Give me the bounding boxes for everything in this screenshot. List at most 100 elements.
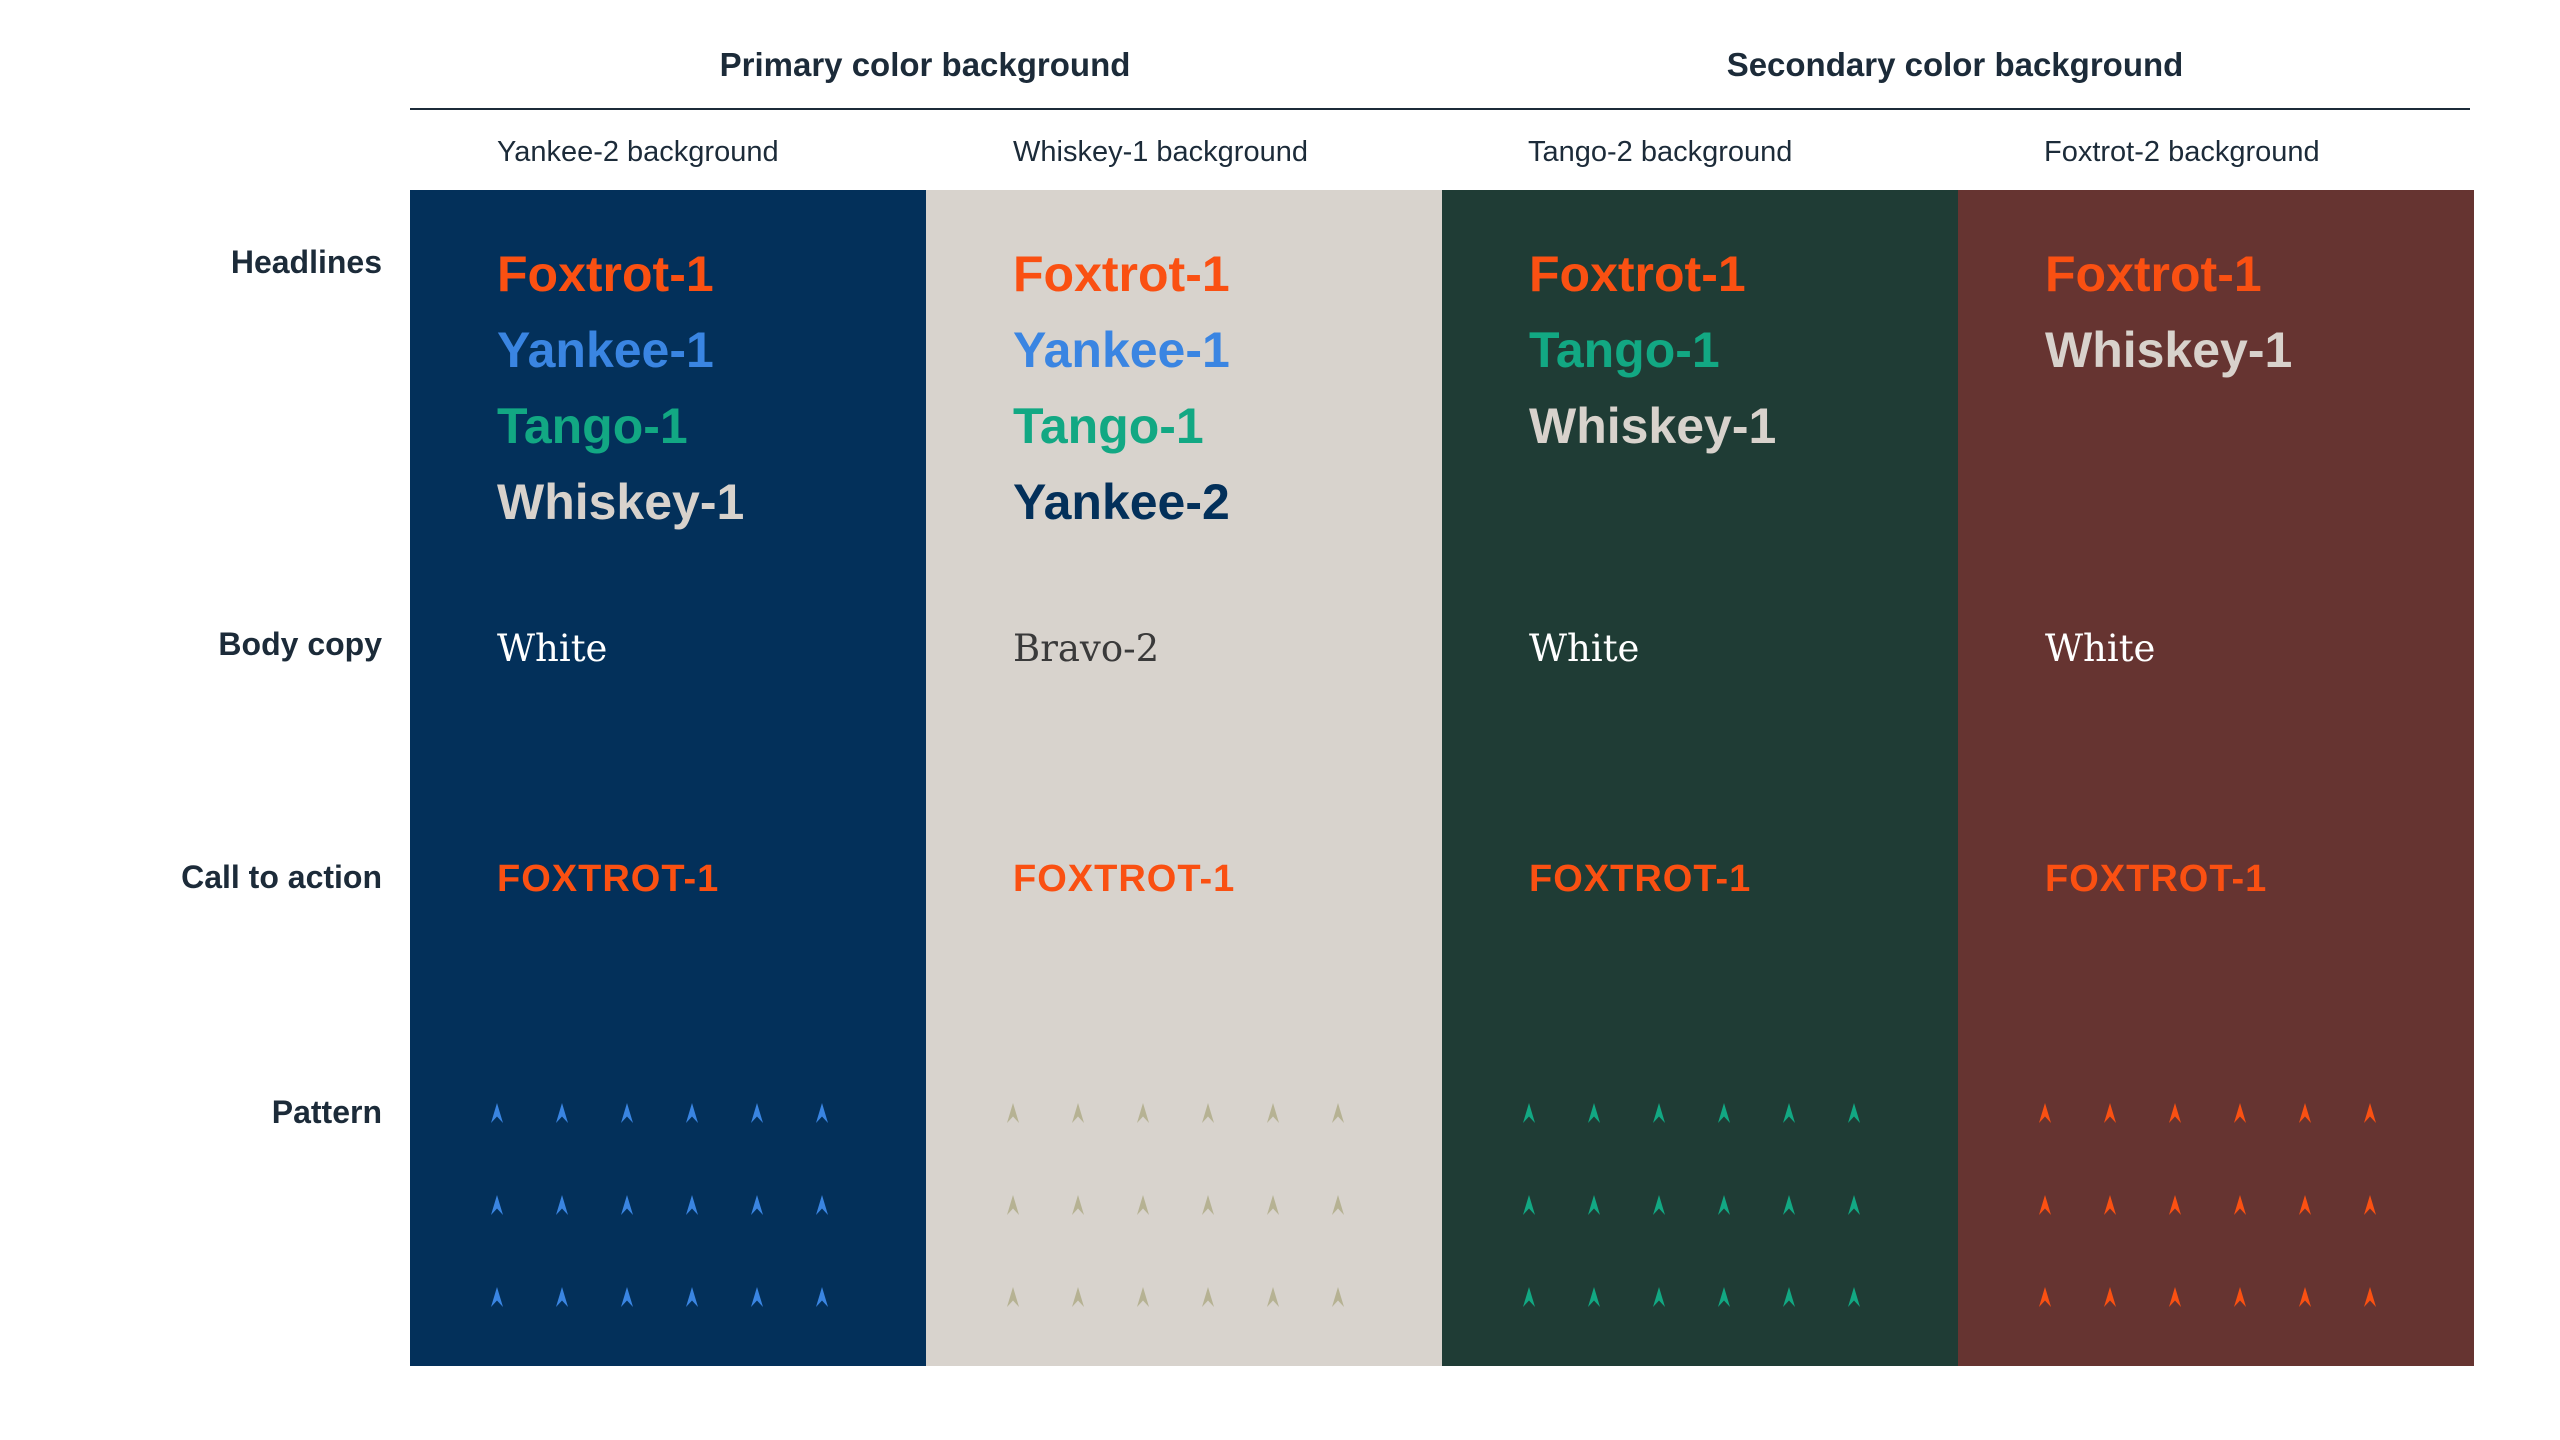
arrow-up-icon xyxy=(2104,1195,2116,1215)
call-to-action-sample: FOXTROT-1 xyxy=(1529,858,1752,900)
arrow-up-icon xyxy=(1007,1195,1019,1215)
arrow-up-icon xyxy=(1332,1287,1344,1307)
arrow-up-icon xyxy=(751,1103,763,1123)
arrow-up-icon xyxy=(621,1287,633,1307)
call-to-action-sample: FOXTROT-1 xyxy=(497,858,720,900)
headline-sample: Tango-1 xyxy=(1013,398,1204,454)
arrow-up-icon xyxy=(2299,1103,2311,1123)
call-to-action-sample: FOXTROT-1 xyxy=(2045,858,2268,900)
headline-list: Foxtrot-1 Whiskey-1 xyxy=(2045,236,2292,388)
arrow-up-icon xyxy=(1588,1103,1600,1123)
headline-sample: Yankee-1 xyxy=(497,322,714,378)
color-panel-yankee-2: Foxtrot-1 Yankee-1 Tango-1 Whiskey-1 White … xyxy=(410,190,926,1366)
headline-sample: Foxtrot-1 xyxy=(1529,246,1746,302)
arrow-up-icon xyxy=(2364,1103,2376,1123)
arrow-up-icon xyxy=(2039,1195,2051,1215)
headline-sample: Tango-1 xyxy=(1529,322,1720,378)
arrow-up-icon xyxy=(2299,1287,2311,1307)
arrow-up-icon xyxy=(1718,1195,1730,1215)
arrow-up-icon xyxy=(491,1195,503,1215)
headline-sample: Whiskey-1 xyxy=(2045,322,2293,378)
pattern-grid xyxy=(1006,1102,1406,1378)
body-copy-sample: White xyxy=(497,627,608,670)
arrow-up-icon xyxy=(2364,1287,2376,1307)
arrow-up-icon xyxy=(1202,1287,1214,1307)
arrow-up-icon xyxy=(1523,1287,1535,1307)
arrow-up-icon xyxy=(816,1195,828,1215)
arrow-up-icon xyxy=(1588,1195,1600,1215)
color-panel-tango-2: Foxtrot-1 Tango-1 Whiskey-1 White FOXTROT-… xyxy=(1442,190,1958,1366)
arrow-up-icon xyxy=(1588,1287,1600,1307)
arrow-up-icon xyxy=(2039,1287,2051,1307)
arrow-up-icon xyxy=(1718,1287,1730,1307)
arrow-up-icon xyxy=(1137,1287,1149,1307)
headline-sample: Whiskey-1 xyxy=(1529,398,1777,454)
call-to-action-sample: FOXTROT-1 xyxy=(1013,858,1236,900)
headline-sample: Whiskey-1 xyxy=(497,474,745,530)
arrow-up-icon xyxy=(491,1103,503,1123)
arrow-up-icon xyxy=(2104,1287,2116,1307)
header-divider xyxy=(410,108,2470,110)
arrow-up-icon xyxy=(816,1287,828,1307)
arrow-up-icon xyxy=(1653,1103,1665,1123)
arrow-up-icon xyxy=(2169,1195,2181,1215)
arrow-up-icon xyxy=(1523,1103,1535,1123)
arrow-up-icon xyxy=(1007,1287,1019,1307)
headline-sample: Foxtrot-1 xyxy=(497,246,714,302)
body-copy-sample: White xyxy=(1529,627,1640,670)
arrow-up-icon xyxy=(2169,1287,2181,1307)
headline-list: Foxtrot-1 Tango-1 Whiskey-1 xyxy=(1529,236,1776,464)
arrow-up-icon xyxy=(621,1103,633,1123)
arrow-up-icon xyxy=(751,1195,763,1215)
arrow-up-icon xyxy=(1267,1287,1279,1307)
headline-sample: Tango-1 xyxy=(497,398,688,454)
arrow-up-icon xyxy=(2104,1103,2116,1123)
primary-group-title: Primary color background xyxy=(719,46,1131,83)
headline-sample: Foxtrot-1 xyxy=(2045,246,2262,302)
arrow-up-icon xyxy=(1007,1103,1019,1123)
arrow-up-icon xyxy=(2169,1103,2181,1123)
arrow-up-icon xyxy=(2364,1195,2376,1215)
arrow-up-icon xyxy=(1783,1103,1795,1123)
headline-list: Foxtrot-1 Yankee-1 Tango-1 Yankee-2 xyxy=(1013,236,1230,540)
pattern-grid xyxy=(1522,1102,1922,1378)
arrow-up-icon xyxy=(1783,1287,1795,1307)
headline-sample: Yankee-2 xyxy=(1013,474,1230,530)
arrow-up-icon xyxy=(621,1195,633,1215)
arrow-up-icon xyxy=(2234,1195,2246,1215)
body-copy-sample: White xyxy=(2045,627,2156,670)
color-panel-whiskey-1: Foxtrot-1 Yankee-1 Tango-1 Yankee-2 Bravo-2… xyxy=(926,190,1442,1366)
arrow-up-icon xyxy=(686,1287,698,1307)
arrow-up-icon xyxy=(1848,1103,1860,1123)
arrow-up-icon xyxy=(1783,1195,1795,1215)
arrow-up-icon xyxy=(686,1195,698,1215)
column-header: Tango-2 background xyxy=(1528,136,1793,168)
arrow-up-icon xyxy=(2299,1195,2311,1215)
row-label-headlines: Headlines xyxy=(230,244,382,280)
arrow-up-icon xyxy=(1137,1103,1149,1123)
arrow-up-icon xyxy=(491,1287,503,1307)
pattern-grid xyxy=(490,1102,890,1378)
arrow-up-icon xyxy=(1072,1287,1084,1307)
arrow-up-icon xyxy=(1332,1195,1344,1215)
headline-list: Foxtrot-1 Yankee-1 Tango-1 Whiskey-1 xyxy=(497,236,744,540)
column-header: Yankee-2 background xyxy=(497,136,779,168)
arrow-up-icon xyxy=(1267,1195,1279,1215)
arrow-up-icon xyxy=(1072,1195,1084,1215)
arrow-up-icon xyxy=(1653,1287,1665,1307)
arrow-up-icon xyxy=(556,1287,568,1307)
column-header: Foxtrot-2 background xyxy=(2044,136,2320,168)
arrow-up-icon xyxy=(1848,1287,1860,1307)
arrow-up-icon xyxy=(1072,1103,1084,1123)
arrow-up-icon xyxy=(1332,1103,1344,1123)
arrow-up-icon xyxy=(1137,1195,1149,1215)
arrow-up-icon xyxy=(1202,1103,1214,1123)
arrow-up-icon xyxy=(2234,1287,2246,1307)
arrow-up-icon xyxy=(556,1195,568,1215)
headline-sample: Yankee-1 xyxy=(1013,322,1230,378)
body-copy-sample: Bravo-2 xyxy=(1013,627,1160,670)
arrow-up-icon xyxy=(1267,1103,1279,1123)
secondary-group-title: Secondary color background xyxy=(1726,46,2184,83)
arrow-up-icon xyxy=(1653,1195,1665,1215)
arrow-up-icon xyxy=(1202,1195,1214,1215)
